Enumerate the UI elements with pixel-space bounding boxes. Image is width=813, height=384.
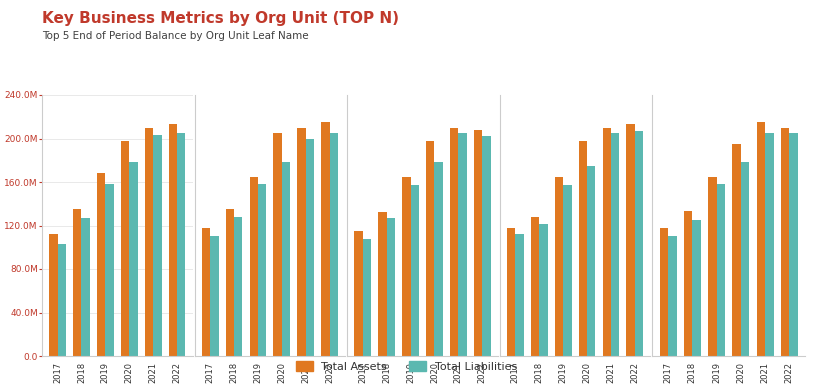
Bar [121,141,129,356]
Bar [411,185,419,356]
Bar [627,124,635,356]
Bar [579,141,587,356]
Bar [402,177,411,356]
Bar [757,122,765,356]
Bar [450,127,459,356]
Bar [587,166,595,356]
Bar [298,127,306,356]
Bar [306,139,314,356]
Bar [507,228,515,356]
Text: CITY 5 COST CENTRE: CITY 5 COST CENTRE [46,65,141,73]
Bar [765,133,773,356]
Bar [202,228,210,356]
Bar [329,133,338,356]
Bar [363,238,371,356]
Bar [234,217,242,356]
Bar [716,184,725,356]
Bar [354,231,363,356]
Bar [635,131,643,356]
Bar [693,220,701,356]
Bar [482,136,490,356]
Legend: Total Assets, Total Liabilities: Total Assets, Total Liabilities [291,357,522,377]
Bar [73,209,81,356]
Text: Top 5 End of Period Balance by Org Unit Leaf Name: Top 5 End of Period Balance by Org Unit … [42,31,309,41]
Bar [58,244,66,356]
Bar [282,162,290,356]
Bar [226,209,234,356]
Bar [168,124,177,356]
Text: VIRTUAL BRANCH: VIRTUAL BRANCH [657,65,735,73]
Bar [515,234,524,356]
Bar [387,218,395,356]
Text: US Entity: US Entity [65,46,113,56]
Bar [426,141,434,356]
Bar [733,144,741,356]
Bar [474,130,482,356]
Bar [459,133,467,356]
Text: ALL PRODUCT: ALL PRODUCT [504,82,567,91]
Bar [106,184,114,356]
Text: ALL PRODUCT: ALL PRODUCT [657,82,720,91]
Bar [81,218,89,356]
Bar [153,135,162,356]
Text: ALL PRODUCT: ALL PRODUCT [352,82,415,91]
Bar [789,133,798,356]
Bar [49,234,58,356]
Bar [321,122,329,356]
Text: ALL PRODUCT: ALL PRODUCT [46,82,109,91]
Bar [129,162,137,356]
Bar [258,184,267,356]
Bar [531,217,539,356]
Bar [97,173,106,356]
Bar [708,177,716,356]
Text: LEDGER OPERATIONS C...: LEDGER OPERATIONS C... [504,65,618,73]
Bar [273,133,282,356]
Bar [250,177,258,356]
Bar [210,237,219,356]
Bar [145,127,153,356]
Bar [668,237,676,356]
Bar [602,127,611,356]
Text: Key Business Metrics by Org Unit (TOP N): Key Business Metrics by Org Unit (TOP N) [42,11,399,26]
Bar [563,185,572,356]
Bar [780,127,789,356]
Bar [741,162,750,356]
Bar [659,228,668,356]
Bar [539,224,548,356]
Bar [434,162,443,356]
Text: HEAD OFFICE COST CE...: HEAD OFFICE COST CE... [352,65,463,73]
Bar [378,212,387,356]
Text: ALL PRODUCT: ALL PRODUCT [199,82,262,91]
Text: FINANCE, TREASURY, O...: FINANCE, TREASURY, O... [199,65,311,73]
Bar [684,211,693,356]
Bar [554,177,563,356]
Bar [611,133,620,356]
Bar [177,133,185,356]
